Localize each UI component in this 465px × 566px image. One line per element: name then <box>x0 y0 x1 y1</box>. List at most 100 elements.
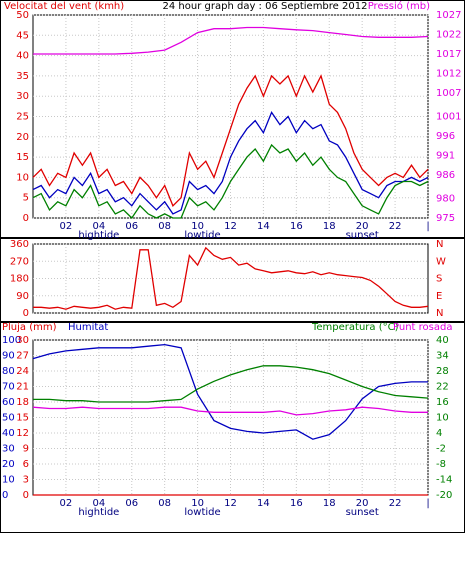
y-tick-label: 1007 <box>436 88 461 99</box>
chart-title: 24 hour graph day : 06 Septiembre 2012 <box>163 1 368 12</box>
y-tick-label: 90 <box>16 291 29 302</box>
y-tick-label: 90 <box>2 351 15 362</box>
series-line <box>33 246 429 310</box>
x-tick-label: 14 <box>257 221 270 232</box>
plot-area <box>32 339 429 496</box>
y-tick-label: 0 <box>2 490 8 501</box>
y-tick-label: 1017 <box>436 49 461 60</box>
x-tick-label: 02 <box>60 498 73 509</box>
x-tick-label: 12 <box>224 498 237 509</box>
y-tick-label: 40 <box>2 428 15 439</box>
y-tick-label: 1027 <box>436 10 461 21</box>
y-tick-label: N <box>436 239 443 250</box>
y-tick-label: 9 <box>23 444 29 455</box>
y-tick-label: 27 <box>16 351 29 362</box>
y-tick-label: -14 <box>436 475 452 486</box>
series-name: Humitat <box>68 322 108 333</box>
y-tick-label: 6 <box>23 459 29 470</box>
y-tick-label: 975 <box>436 213 455 224</box>
event-label: hightide <box>78 507 119 518</box>
event-label: sunset <box>346 507 379 518</box>
y-tick-label: 45 <box>16 30 29 41</box>
y-tick-label: 30 <box>16 335 29 346</box>
series-line <box>33 26 429 55</box>
x-tick-label: 16 <box>290 221 303 232</box>
event-label: sunset <box>346 230 379 241</box>
series-line <box>32 343 428 440</box>
y-tick-label: 28 <box>436 366 449 377</box>
series-line <box>32 406 428 416</box>
y-tick-label: 60 <box>2 397 15 408</box>
y-tick-label: 1012 <box>436 69 461 80</box>
y-tick-label: E <box>436 291 442 302</box>
y-tick-label: -8 <box>436 459 446 470</box>
y-tick-label: 180 <box>10 274 29 285</box>
y-tick-label: 10 <box>2 475 15 486</box>
x-tick-label: 20 <box>356 498 369 509</box>
series-line <box>32 143 429 220</box>
y-tick-label: 30 <box>16 91 29 102</box>
x-tick-label: 04 <box>92 221 105 232</box>
x-tick-label: 10 <box>191 221 204 232</box>
y-tick-label: -2 <box>436 444 446 455</box>
y-tick-label: 100 <box>2 335 21 346</box>
y-tick-label: 21 <box>16 382 29 393</box>
y-tick-label: 1001 <box>436 112 461 123</box>
y-tick-label: 991 <box>436 151 455 162</box>
series-line <box>32 111 429 215</box>
y-tick-label: 30 <box>2 444 15 455</box>
y-tick-label: 12 <box>16 428 29 439</box>
y-tick-label: 10 <box>16 172 29 183</box>
axis-title: Pressió (mb) <box>368 0 430 12</box>
y-tick-label: S <box>436 274 442 285</box>
y-tick-label: 1022 <box>436 30 461 41</box>
y-tick-label: 50 <box>2 413 15 424</box>
x-tick-label: | <box>426 498 429 509</box>
x-tick-label: 04 <box>92 498 105 509</box>
x-tick-label: 22 <box>389 221 402 232</box>
x-tick-label: 06 <box>125 498 138 509</box>
x-tick-label: 08 <box>158 498 171 509</box>
y-tick-label: 360 <box>10 239 29 250</box>
y-tick-label: 3 <box>23 475 29 486</box>
y-tick-label: 80 <box>2 366 15 377</box>
y-tick-label: 0 <box>23 490 29 501</box>
event-label: lowtide <box>184 507 220 518</box>
event-label: lowtide <box>184 230 220 241</box>
plot-area <box>32 243 429 314</box>
x-tick-label: 16 <box>290 498 303 509</box>
y-tick-label: 996 <box>436 131 455 142</box>
y-tick-label: 4 <box>436 428 442 439</box>
y-tick-label: -20 <box>436 490 452 501</box>
y-tick-label: 50 <box>16 10 29 21</box>
x-tick-label: 10 <box>191 498 204 509</box>
y-tick-label: 24 <box>16 366 29 377</box>
y-tick-label: 70 <box>2 382 15 393</box>
x-tick-label: | <box>426 221 429 232</box>
x-tick-label: 02 <box>60 221 73 232</box>
y-tick-label: 20 <box>16 132 29 143</box>
series-name: Pluja (mm) <box>2 322 57 333</box>
x-tick-label: 12 <box>224 221 237 232</box>
y-tick-label: 22 <box>436 382 449 393</box>
y-tick-label: 270 <box>10 256 29 267</box>
event-label: hightide <box>78 230 119 241</box>
x-tick-label: 18 <box>323 498 336 509</box>
y-tick-label: 986 <box>436 170 455 181</box>
y-tick-label: 10 <box>436 413 449 424</box>
series-line <box>32 74 429 207</box>
x-tick-label: 06 <box>125 221 138 232</box>
y-tick-label: 980 <box>436 193 455 204</box>
y-tick-label: 15 <box>16 152 29 163</box>
y-tick-label: 5 <box>23 193 29 204</box>
y-tick-label: 34 <box>436 351 449 362</box>
axis-title: Velocitat del vent (kmh) <box>4 1 124 12</box>
series-name: Punt rosada <box>393 322 452 333</box>
series-name: Temperatura (°C) <box>311 322 399 333</box>
y-tick-label: 25 <box>16 112 29 123</box>
y-tick-label: 15 <box>16 413 29 424</box>
x-tick-label: 20 <box>356 221 369 232</box>
y-tick-label: W <box>436 256 446 267</box>
x-tick-label: 18 <box>323 221 336 232</box>
